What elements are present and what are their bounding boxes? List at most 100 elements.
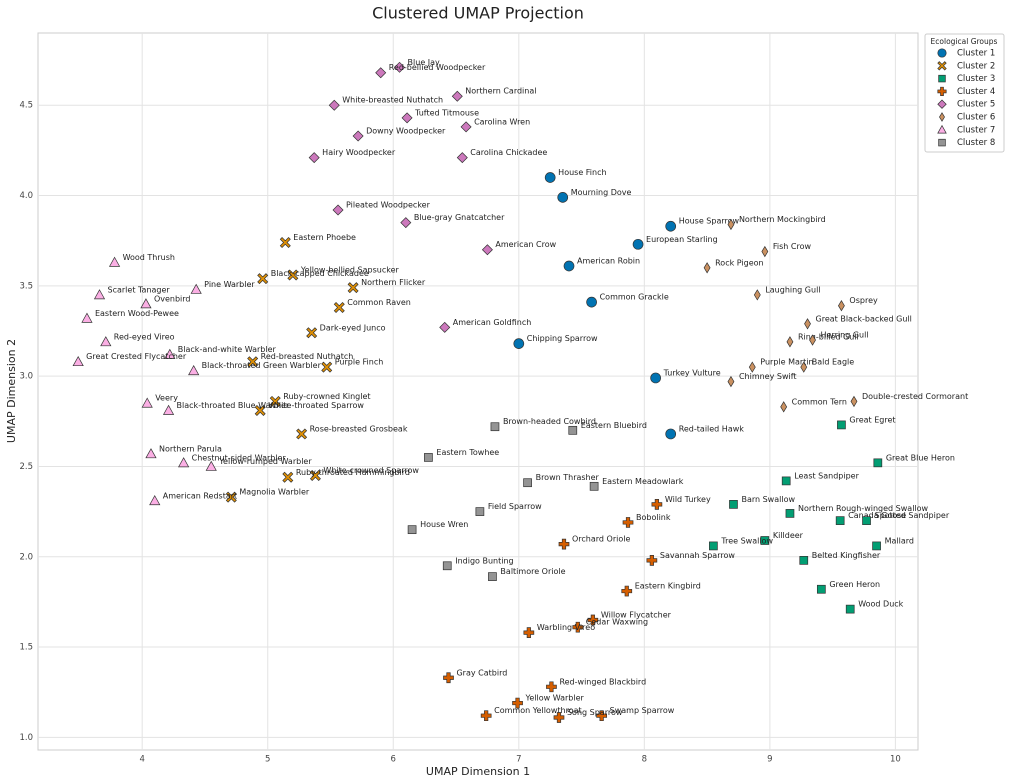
point-label: Common Yellowthroat [494,706,581,715]
point-label: Chestnut-sided Warbler [192,453,287,462]
data-point [480,710,492,722]
data-point [799,556,809,565]
y-tick-label: 3.0 [19,372,33,382]
point-label: Baltimore Oriole [500,567,565,576]
point-label: Spotted Sandpiper [875,511,950,520]
point-label: Yellow-bellied Sapsucker [300,266,400,275]
point-label: Purple Finch [335,358,384,367]
data-point [140,298,152,309]
legend-marker [937,61,947,71]
point-label: Eastern Meadowlark [602,477,684,486]
legend-marker [938,74,946,83]
data-point [596,710,608,722]
point-label: Pileated Woodpecker [346,200,431,209]
data-point [424,453,433,462]
data-point [650,372,661,384]
point-label: Tufted Titmouse [414,108,479,117]
data-point [589,481,599,491]
data-point [665,220,677,232]
legend-label: Cluster 1 [957,49,995,59]
data-point [727,218,735,231]
point-label: Bobolink [636,513,671,522]
point-label: White-throated Sparrow [268,401,364,410]
point-label: Wild Turkey [665,495,711,504]
point-label: Yellow-rumped Warbler [218,457,312,466]
y-tick-label: 3.5 [19,281,33,291]
point-label: Mourning Dove [571,188,632,197]
y-tick-label: 1.0 [19,733,33,743]
y-tick-label: 2.5 [19,462,33,472]
point-label: Turkey Vulture [663,368,721,377]
x-tick-label: 8 [642,755,647,765]
data-point [546,681,557,693]
point-label: Herring Gull [821,331,869,340]
data-point [651,499,663,510]
data-point [333,302,345,314]
x-tick-label: 7 [516,755,521,765]
point-label: Savannah Sparrow [660,551,735,560]
data-point [761,245,769,258]
point-label: Indigo Bunting [455,556,513,565]
point-label: Red-tailed Hawk [679,424,745,433]
data-point [394,61,406,73]
point-label: Northern Parula [159,444,222,453]
data-point [709,541,718,551]
data-point [141,397,153,408]
data-point [703,262,711,274]
data-point [780,401,788,413]
data-point [513,338,525,349]
point-label: Gray Catbird [456,668,507,677]
point-label: Brown Thrasher [536,473,600,482]
data-point [254,404,266,416]
point-label: Dark-eyed Junco [320,323,386,332]
point-label: Green Heron [829,580,880,589]
point-label: Rock Pigeon [715,258,764,267]
data-point [205,460,217,471]
data-point [451,90,463,102]
data-point [563,260,575,272]
point-label: Eastern Kingbird [635,582,701,591]
point-label: Chimney Swift [739,372,797,381]
point-label: Black-capped Chickadee [271,269,369,278]
data-point [439,321,451,333]
data-point [816,584,826,594]
data-point [804,318,811,330]
point-label: Great Egret [849,415,895,424]
y-axis-title: UMAP Dimension 2 [5,339,18,443]
legend-marker [937,86,947,96]
legend-label: Cluster 3 [957,74,995,84]
point-label: Belted Kingfisher [812,551,881,560]
point-label: European Starling [646,235,718,244]
data-point [568,425,578,435]
point-label: Black-and-white Warbler [178,345,277,354]
data-point [287,269,299,281]
data-point [149,495,161,506]
data-point [188,365,200,376]
point-label: House Wren [420,520,468,529]
data-point [81,312,93,323]
chart-title: Clustered UMAP Projection [372,4,584,23]
point-label: Common Raven [347,298,411,307]
point-label: Great Crested Flycatcher [86,352,187,361]
point-label: Veery [155,394,178,403]
point-label: Black-throated Blue Warbler [177,401,290,410]
data-point [785,509,795,518]
point-label: Northern Rough-winged Swallow [798,504,929,513]
point-label: Osprey [849,296,878,305]
point-label: Eastern Bluebird [581,421,647,430]
point-label: Eastern Phoebe [293,233,356,242]
data-point [309,469,321,481]
point-label: Willow Flycatcher [601,610,672,619]
data-point [407,525,417,535]
data-point [347,282,359,294]
data-point [475,507,485,516]
point-label: Purple Martin [760,358,813,367]
data-point [646,555,658,566]
data-point [845,604,855,614]
data-point [850,395,858,408]
point-label: Chipping Sparrow [527,334,598,343]
plot-area [37,32,919,751]
point-label: Red-eyed Vireo [114,332,175,341]
data-point [800,361,808,373]
data-point [523,478,532,488]
